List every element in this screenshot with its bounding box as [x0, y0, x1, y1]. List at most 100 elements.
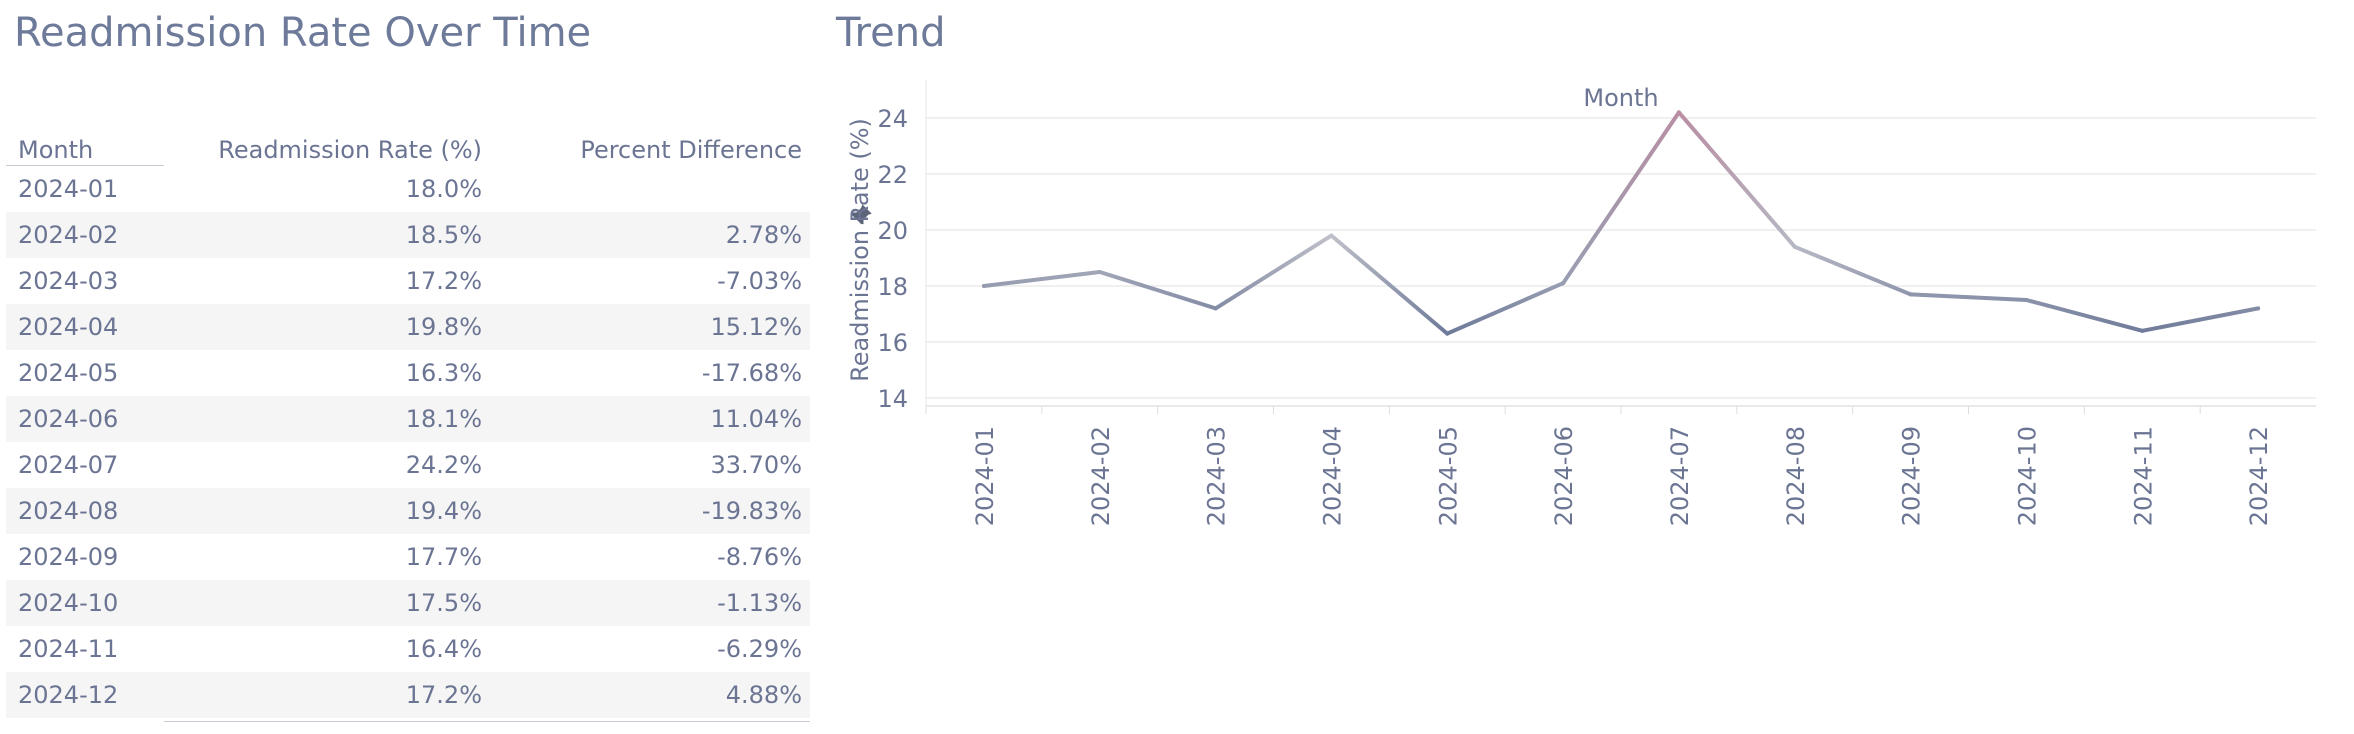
x-tick-label: 2024-10	[2013, 426, 2041, 526]
table-row: 2024-06 18.1% 11.04%	[6, 396, 810, 442]
cell-rate: 17.2%	[405, 267, 482, 295]
data-point[interactable]	[1213, 306, 1218, 311]
line-segment	[2024, 298, 2145, 333]
x-tick-label: 2024-01	[971, 426, 999, 526]
cell-diff: -8.76%	[717, 543, 802, 571]
cell-rate: 18.0%	[405, 175, 482, 203]
cell-rate: 17.5%	[405, 589, 482, 617]
readmission-table: Month Readmission Rate (%) Percent Differe…	[6, 130, 810, 718]
data-point[interactable]	[1097, 270, 1102, 274]
line-segment	[1329, 233, 1450, 336]
y-tick-label: 20	[877, 217, 908, 245]
line-segment	[1445, 281, 1566, 336]
cell-month: 2024-10	[18, 589, 119, 617]
table-row: 2024-03 17.2% -7.03%	[6, 258, 810, 304]
header-rate: Readmission Rate (%)	[218, 136, 482, 164]
x-tick-label: 2024-05	[1434, 426, 1462, 526]
cell-month: 2024-06	[18, 405, 119, 433]
cell-diff: -19.83%	[701, 497, 802, 525]
table-title: Readmission Rate Over Time	[14, 10, 592, 56]
line-segment	[981, 270, 1102, 288]
cell-rate: 18.1%	[405, 405, 482, 433]
cell-diff: -6.29%	[717, 635, 802, 663]
cell-month: 2024-02	[18, 221, 119, 249]
y-tick-label: 18	[877, 273, 908, 301]
data-point[interactable]	[1792, 244, 1797, 249]
cell-diff: -1.13%	[717, 589, 802, 617]
table-row: 2024-04 19.8% 15.12%	[6, 304, 810, 350]
data-point[interactable]	[2140, 328, 2145, 333]
cell-rate: 16.3%	[405, 359, 482, 387]
table-row: 2024-01 18.0%	[6, 166, 810, 212]
header-diff: Percent Difference	[580, 136, 802, 164]
y-tick-label: 14	[877, 385, 908, 413]
table-row: 2024-02 18.5% 2.78%	[6, 212, 810, 258]
header-month: Month	[18, 136, 94, 164]
cell-rate: 19.8%	[405, 313, 482, 341]
cell-rate: 24.2%	[405, 451, 482, 479]
line-segment	[1097, 270, 1218, 311]
data-point[interactable]	[1908, 292, 1913, 297]
data-point[interactable]	[1676, 110, 1681, 115]
cell-rate: 18.5%	[405, 221, 482, 249]
y-tick-label: 22	[877, 161, 908, 189]
x-axis-label: Month	[1583, 84, 1658, 112]
cell-rate: 19.4%	[405, 497, 482, 525]
pin-icon[interactable]	[846, 202, 874, 230]
x-tick-label: 2024-02	[1087, 426, 1115, 526]
data-point[interactable]	[1561, 281, 1566, 286]
cell-month: 2024-08	[18, 497, 119, 525]
line-segment	[1561, 110, 1681, 286]
cell-month: 2024-12	[18, 681, 119, 709]
x-tick-label: 2024-09	[1898, 426, 1926, 526]
table-row: 2024-11 16.4% -6.29%	[6, 626, 810, 672]
data-point[interactable]	[981, 284, 986, 288]
line-segment	[1908, 292, 2029, 302]
x-tick-label: 2024-12	[2245, 426, 2273, 526]
cell-month: 2024-09	[18, 543, 119, 571]
cell-diff: 2.78%	[725, 221, 802, 249]
table-row: 2024-08 19.4% -19.83%	[6, 488, 810, 534]
cell-diff: 4.88%	[725, 681, 802, 709]
cell-month: 2024-01	[18, 175, 119, 203]
x-tick-label: 2024-11	[2129, 426, 2157, 526]
y-tick-label: 24	[877, 105, 908, 133]
x-tick-label: 2024-08	[1782, 426, 1810, 526]
x-tick-label: 2024-07	[1666, 426, 1694, 526]
cell-rate: 17.7%	[405, 543, 482, 571]
cell-rate: 17.2%	[405, 681, 482, 709]
table-row: 2024-07 24.2% 33.70%	[6, 442, 810, 488]
cell-month: 2024-11	[18, 635, 119, 663]
line-segment	[1676, 110, 1797, 249]
data-point[interactable]	[2024, 298, 2029, 302]
cell-month: 2024-04	[18, 313, 119, 341]
cell-month: 2024-07	[18, 451, 119, 479]
line-segment	[1792, 244, 1913, 297]
data-point[interactable]	[2256, 306, 2261, 311]
header-divider	[6, 165, 164, 166]
table-row: 2024-10 17.5% -1.13%	[6, 580, 810, 626]
table-row: 2024-12 17.2% 4.88%	[6, 672, 810, 718]
trend-chart: 14 16 18 20 22 24 2024-01 2024-02 2024-03 2024-0…	[846, 80, 2316, 526]
y-tick-label: 16	[877, 329, 908, 357]
cell-diff: -17.68%	[701, 359, 802, 387]
chart-title: Trend	[836, 10, 946, 56]
cell-diff: 15.12%	[710, 313, 802, 341]
data-point[interactable]	[1329, 233, 1334, 238]
x-tick-label: 2024-04	[1318, 426, 1346, 526]
data-point[interactable]	[1445, 331, 1450, 336]
x-tick-label: 2024-06	[1550, 426, 1578, 526]
cell-rate: 16.4%	[405, 635, 482, 663]
cell-month: 2024-05	[18, 359, 119, 387]
line-segment	[1213, 233, 1334, 311]
line-segment	[2140, 306, 2261, 333]
cell-diff: -7.03%	[717, 267, 802, 295]
cell-diff: 11.04%	[710, 405, 802, 433]
cell-diff: 33.70%	[710, 451, 802, 479]
table-row: 2024-09 17.7% -8.76%	[6, 534, 810, 580]
cell-month: 2024-03	[18, 267, 119, 295]
table-header: Month Readmission Rate (%) Percent Differe…	[6, 130, 810, 166]
table-bottom-rule	[164, 721, 810, 722]
table-row: 2024-05 16.3% -17.68%	[6, 350, 810, 396]
x-tick-label: 2024-03	[1203, 426, 1231, 526]
